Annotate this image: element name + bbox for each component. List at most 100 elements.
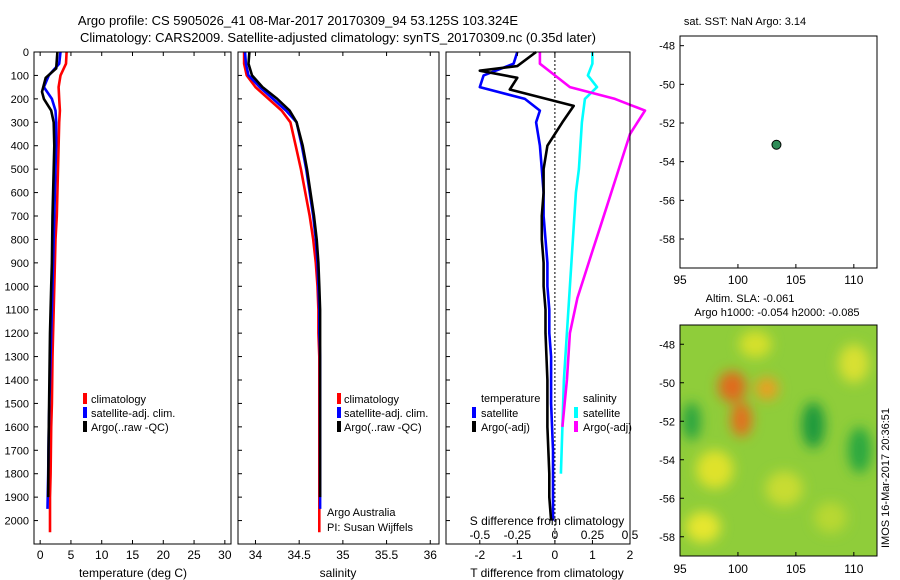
legend-label-argo: Argo(..raw -QC) bbox=[91, 422, 169, 434]
ytick-label: 1800 bbox=[5, 469, 29, 481]
legend-swatch-argo bbox=[83, 421, 87, 432]
ytick-label: 700 bbox=[11, 211, 29, 223]
temperature-xlabel: temperature (deg C) bbox=[79, 566, 187, 580]
legend-label-sargo: Argo(-adj) bbox=[583, 422, 632, 434]
xtick-label: 110 bbox=[844, 562, 863, 576]
sla-blob-10 bbox=[739, 330, 772, 358]
sla-axes-box bbox=[679, 324, 878, 557]
title-line2: Climatology: CARS2009. Satellite-adjuste… bbox=[80, 30, 596, 45]
temperature-yticks: 0 100 200 300 400 500 600 700 800 900 1000 1100 1200… bbox=[5, 47, 450, 528]
ytick-label: -52 bbox=[659, 118, 675, 130]
xtick-label: 95 bbox=[673, 273, 687, 287]
ytick-label: 0 bbox=[23, 47, 29, 59]
map-xticks: 95 100 105 110 bbox=[673, 264, 864, 287]
ytick-label: -50 bbox=[659, 79, 675, 91]
title-line1: Argo profile: CS 5905026_41 08-Mar-2017 … bbox=[78, 13, 519, 28]
difference-axes-box bbox=[445, 51, 631, 545]
sla-blobs bbox=[682, 330, 872, 543]
map-points bbox=[771, 139, 782, 150]
sla-blob-6 bbox=[814, 502, 847, 533]
xtick-label: 34 bbox=[249, 548, 263, 562]
ytick-label: -52 bbox=[659, 416, 675, 428]
xtick-label: 100 bbox=[728, 562, 748, 576]
series-line-1-2 bbox=[247, 51, 322, 498]
ytick-label: 1700 bbox=[5, 445, 29, 457]
legend-label-sat: satellite-adj. clim. bbox=[344, 408, 428, 420]
legend-swatch-sat bbox=[337, 407, 341, 418]
xtick-label: 95 bbox=[673, 562, 687, 576]
annotation-line1: Argo Australia bbox=[327, 507, 396, 519]
ytick-label: 1900 bbox=[5, 492, 29, 504]
series-line-2-1 bbox=[478, 50, 576, 521]
ytick-label: 100 bbox=[11, 70, 29, 82]
xtick-label: 105 bbox=[786, 273, 806, 287]
legend-swatch-ssat bbox=[574, 407, 578, 418]
sla-blob-5 bbox=[765, 471, 803, 506]
ytick-label: -54 bbox=[659, 455, 675, 467]
sla-blob-8 bbox=[801, 402, 825, 449]
xtick-label: 0 bbox=[37, 548, 44, 562]
legend-swatch-sargo bbox=[574, 421, 578, 432]
legend-swatch-clim bbox=[337, 393, 341, 404]
legend-label-sat: satellite-adj. clim. bbox=[91, 408, 175, 420]
map-title: sat. SST: NaN Argo: 3.14 bbox=[684, 16, 806, 28]
xtick-label: 20 bbox=[157, 548, 171, 562]
legend-swatch-clim bbox=[83, 393, 87, 404]
xtick-top-label: -0.5 bbox=[469, 528, 490, 542]
sla-blob-11 bbox=[848, 427, 872, 474]
sla-blob-7 bbox=[838, 344, 869, 383]
xtick-label: 110 bbox=[844, 273, 863, 287]
salinity-series bbox=[242, 51, 322, 533]
imos-watermark: IMOS 16-Mar-2017 20:36:51 bbox=[880, 408, 892, 548]
ytick-label: 1600 bbox=[5, 422, 29, 434]
xtick-label: 100 bbox=[728, 273, 748, 287]
xtick-label: 35.5 bbox=[375, 548, 399, 562]
difference-xlabel: T difference from climatology bbox=[470, 566, 624, 580]
ytick-label: -58 bbox=[659, 532, 675, 544]
temperature-legend: climatology satellite-adj. clim. Argo(..… bbox=[83, 393, 175, 434]
xtick-label: 15 bbox=[126, 548, 140, 562]
difference-series bbox=[478, 50, 647, 544]
ytick-label: -48 bbox=[659, 339, 675, 351]
ytick-label: -56 bbox=[659, 493, 675, 505]
series-line-2-3 bbox=[538, 52, 647, 428]
xtick-label: 10 bbox=[95, 548, 109, 562]
difference-xticks: -2 -1 0 1 2 bbox=[474, 52, 634, 562]
ytick-label: -56 bbox=[659, 195, 675, 207]
ytick-label: 900 bbox=[11, 258, 29, 270]
series-line-1-0 bbox=[242, 52, 321, 533]
sla-blob-4 bbox=[685, 511, 721, 543]
legend-swatch-tsat bbox=[472, 407, 476, 418]
ytick-label: 1200 bbox=[5, 328, 29, 340]
legend-label-clim: climatology bbox=[91, 394, 147, 406]
salinity-axes-box bbox=[237, 51, 440, 545]
ytick-label: 1000 bbox=[5, 281, 29, 293]
salinity-xticks: 34 34.5 35 35.5 36 bbox=[249, 52, 437, 562]
sla-blob-2 bbox=[730, 402, 752, 437]
legend-swatch-argo bbox=[337, 421, 341, 432]
sla-blob-3 bbox=[696, 450, 734, 489]
legend-label-argo: Argo(..raw -QC) bbox=[344, 422, 422, 434]
ytick-label: 1100 bbox=[5, 305, 29, 317]
difference-panel: -2 -1 0 1 2 -0.5 -0.25 0 0.25 0.5 S difference f… bbox=[445, 50, 647, 580]
xtick-label: 34.5 bbox=[287, 548, 311, 562]
ytick-label: 1400 bbox=[5, 375, 29, 387]
series-line-2-2 bbox=[559, 52, 599, 474]
temperature-panel: 0 5 10 15 20 25 30 0 100 200 300 400 500 600 700 800 90… bbox=[5, 47, 450, 580]
legend-label-targo: Argo(-adj) bbox=[481, 422, 530, 434]
salinity-legend: climatology satellite-adj. clim. Argo(..… bbox=[337, 393, 428, 434]
xtick-top-label: 0.25 bbox=[581, 528, 605, 542]
ytick-label: 1500 bbox=[5, 398, 29, 410]
sla-xticks: 95 100 105 110 bbox=[673, 552, 864, 576]
series-line-0-2 bbox=[40, 51, 59, 498]
legend-heading-salinity: salinity bbox=[583, 393, 617, 405]
legend-label-ssat: satellite bbox=[583, 408, 620, 420]
sla-blob-0 bbox=[718, 371, 747, 402]
annotation-line2: PI: Susan Wijffels bbox=[327, 522, 413, 534]
temperature-series bbox=[40, 51, 68, 533]
xtick-label: 0 bbox=[552, 548, 559, 562]
ytick-label: -54 bbox=[659, 157, 675, 169]
ytick-label: 1300 bbox=[5, 352, 29, 364]
sla-title1: Altim. SLA: -0.061 bbox=[706, 293, 795, 305]
argo-location-point bbox=[771, 139, 782, 150]
